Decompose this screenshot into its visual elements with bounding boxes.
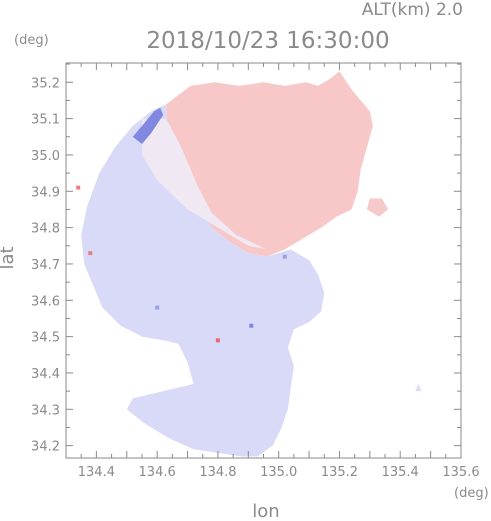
region-blend-2	[142, 118, 267, 250]
x-unit-label: (deg)	[454, 486, 489, 501]
speckle-2	[215, 338, 220, 343]
speckle-1	[88, 251, 93, 256]
y-tick-label: 34.3	[31, 403, 60, 418]
heatmap-layer	[76, 71, 422, 457]
y-tick-label: 34.6	[31, 294, 60, 309]
y-tick-label: 34.5	[31, 331, 60, 346]
ticks-layer: 134.4 134.6 134.8 135.0 135.2 135.4 135.6 34.2 3…	[31, 63, 480, 480]
y-tick-label: 34.9	[31, 185, 60, 200]
speckle-3	[249, 323, 254, 328]
speckle-0	[76, 185, 81, 190]
region-positive-0	[166, 71, 373, 257]
y-axis-label: lat	[0, 246, 18, 269]
region-negative-1	[81, 104, 325, 457]
chart-title: 2018/10/23 16:30:00	[146, 28, 389, 54]
y-tick-label: 34.8	[31, 222, 60, 237]
y-tick-label: 35.0	[31, 149, 60, 164]
chart-subtitle: ALT(km) 2.0	[362, 0, 463, 20]
speckle-4	[155, 305, 160, 310]
y-tick-label: 35.1	[31, 113, 60, 128]
speckle-5	[282, 254, 287, 259]
x-tick-label: 134.4	[78, 465, 115, 480]
region-patch-4	[366, 198, 389, 217]
x-tick-label: 135.0	[260, 465, 297, 480]
x-tick-label: 134.6	[139, 465, 176, 480]
region-strong_negative_band-3	[132, 107, 164, 144]
y-tick-label: 34.4	[31, 367, 60, 382]
y-tick-label: 35.2	[31, 76, 60, 91]
x-axis-label: lon	[252, 501, 279, 521]
x-tick-label: 135.6	[442, 465, 479, 480]
y-tick-label: 34.2	[31, 440, 60, 455]
y-unit-label: (deg)	[14, 33, 49, 48]
x-tick-label: 134.8	[199, 465, 236, 480]
y-tick-label: 34.7	[31, 258, 60, 273]
x-tick-label: 135.2	[321, 465, 358, 480]
x-tick-label: 135.4	[382, 465, 419, 480]
region-patch-5	[415, 383, 422, 392]
